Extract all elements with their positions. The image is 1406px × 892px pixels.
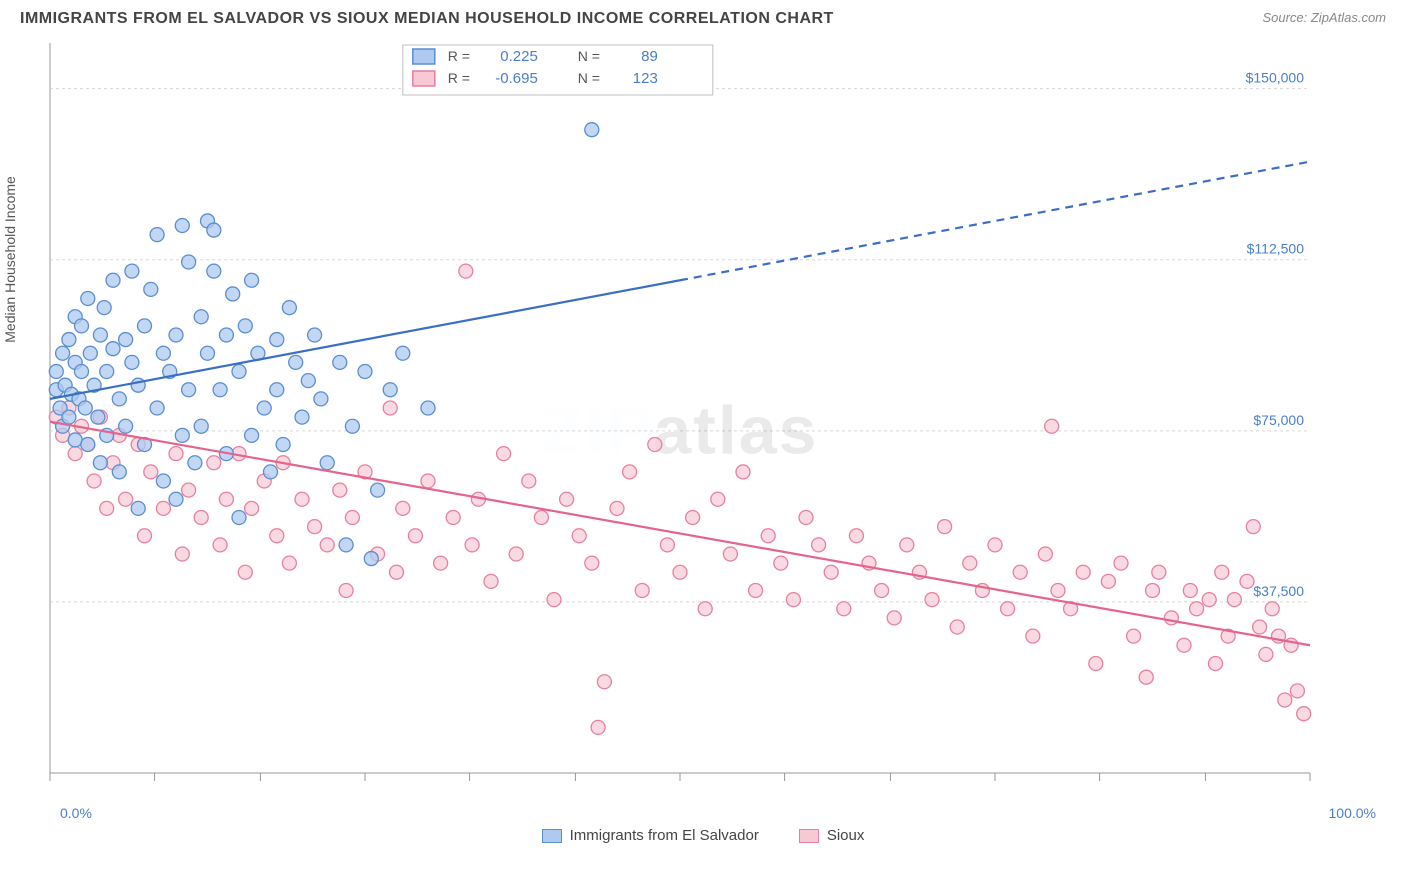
legend-item-el-salvador: Immigrants from El Salvador [542, 827, 759, 844]
svg-text:$150,000: $150,000 [1246, 70, 1305, 86]
bottom-legend: Immigrants from El Salvador Sioux [0, 827, 1406, 844]
svg-text:R =: R = [448, 70, 470, 86]
legend-item-sioux: Sioux [799, 827, 865, 844]
svg-text:0.225: 0.225 [500, 48, 538, 65]
y-axis-label: Median Household Income [2, 176, 18, 343]
svg-text:N =: N = [578, 70, 600, 86]
chart-title: IMMIGRANTS FROM EL SALVADOR VS SIOUX MED… [20, 10, 834, 28]
svg-text:123: 123 [633, 70, 658, 87]
legend-label: Sioux [827, 827, 865, 844]
legend-label: Immigrants from El Salvador [570, 827, 759, 844]
correlation-scatter-chart: $37,500 $75,000 $112,500 $150,000 ZIPatlas R … [20, 33, 1340, 803]
svg-text:$112,500: $112,500 [1247, 241, 1305, 257]
svg-text:-0.695: -0.695 [495, 70, 538, 87]
x-axis-max-label: 100.0% [1329, 805, 1376, 821]
svg-text:R =: R = [448, 48, 470, 64]
svg-text:89: 89 [641, 48, 658, 65]
svg-text:N =: N = [578, 48, 600, 64]
x-axis-min-label: 0.0% [60, 805, 92, 821]
svg-text:$75,000: $75,000 [1253, 412, 1304, 428]
svg-text:ZIPatlas: ZIPatlas [542, 393, 819, 469]
source-label: Source: ZipAtlas.com [1262, 10, 1386, 25]
svg-text:$37,500: $37,500 [1253, 583, 1304, 599]
